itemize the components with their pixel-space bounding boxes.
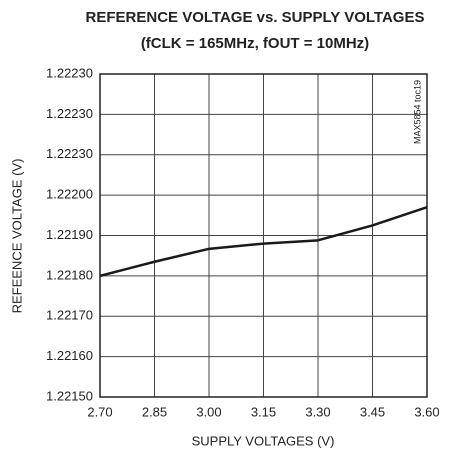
x-tick-label: 3.15 [251, 404, 276, 419]
y-tick-label: 1.22160 [46, 348, 93, 363]
plot-frame [99, 73, 428, 398]
x-tick-label: 3.00 [196, 404, 221, 419]
x-tick-label: 3.30 [305, 404, 330, 419]
y-tick-label: 1.22230 [46, 106, 93, 121]
y-tick-label: 1.22180 [46, 267, 93, 282]
y-tick-label: 1.22200 [46, 187, 93, 202]
y-tick-label: 1.22230 [46, 65, 93, 80]
x-axis-label: SUPPLY VOLTAGES (V) [192, 433, 335, 448]
x-tick-label: 2.70 [87, 404, 112, 419]
y-tick-label: 1.22170 [46, 308, 93, 323]
y-tick-label: 1.22230 [46, 146, 93, 161]
y-tick-label: 1.22150 [46, 388, 93, 403]
y-axis-label: REFEENCE VOLTAGE (V) [9, 159, 24, 314]
x-tick-label: 3.45 [360, 404, 385, 419]
chart-title: REFERENCE VOLTAGE vs. SUPPLY VOLTAGES [86, 9, 425, 26]
data-line [99, 206, 428, 278]
x-tick-label: 2.85 [142, 404, 167, 419]
annotation: MAX5854 toc19 [412, 80, 422, 144]
y-tick-label: 1.22190 [46, 227, 93, 242]
x-tick-label: 3.60 [414, 404, 439, 419]
chart-subtitle: (fCLK = 165MHz, fOUT = 10MHz) [141, 35, 369, 52]
